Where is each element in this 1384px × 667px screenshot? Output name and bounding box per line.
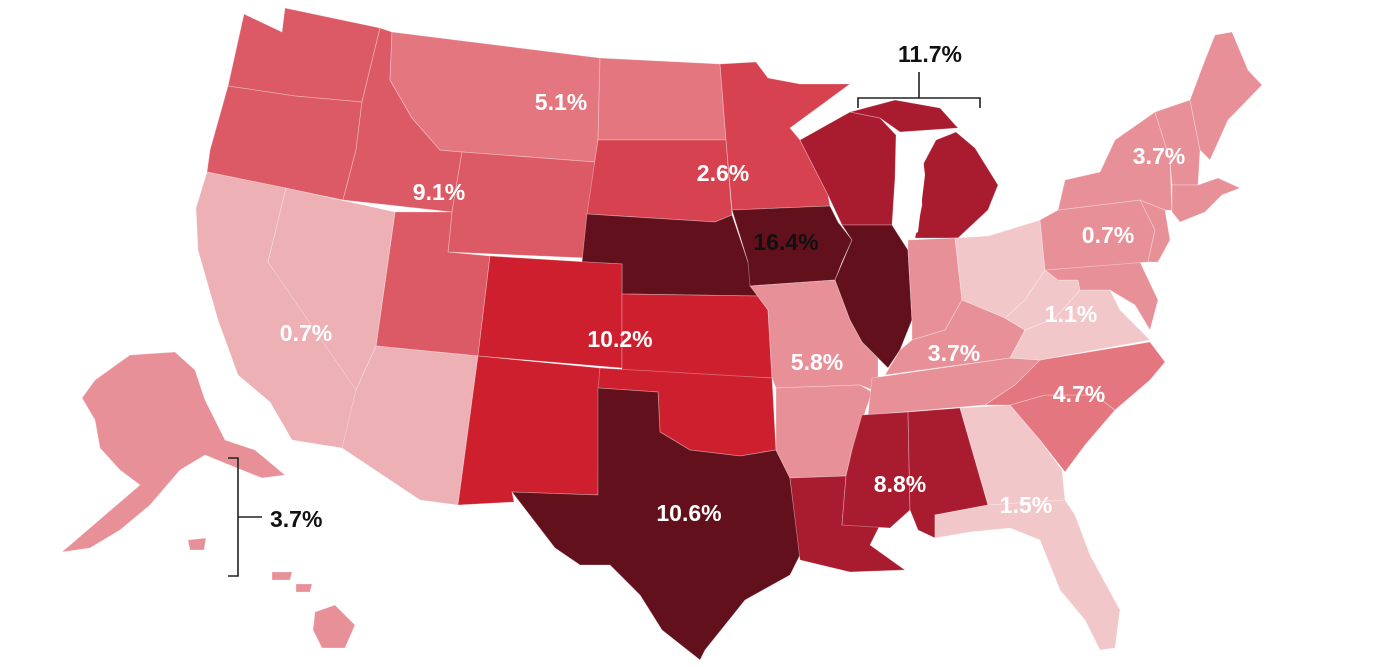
state-ma-ct-ri <box>1171 177 1242 223</box>
region-labels: 9.1% 5.1% 2.6% 16.4% 10.2% 0.7% 10.6% 5.… <box>270 41 1185 532</box>
label-carolinas: 4.7% <box>1053 381 1105 407</box>
great-lakes-bracket <box>857 72 981 108</box>
state-fl <box>934 499 1121 651</box>
label-missouri-arkansas: 5.8% <box>791 349 843 375</box>
label-colorado-kansas: 10.2% <box>587 326 652 352</box>
state-md-de <box>1043 261 1159 332</box>
label-georgia-florida: 1.5% <box>1000 492 1052 518</box>
label-kentucky-tennessee: 3.7% <box>928 340 980 366</box>
state-mi-upper <box>849 99 959 133</box>
label-alaska-hawaii: 3.7% <box>270 506 322 532</box>
label-dakotas-minnesota: 2.6% <box>697 160 749 186</box>
state-nd <box>597 57 727 141</box>
state-ak <box>60 351 286 553</box>
state-hi <box>312 604 356 649</box>
label-mississippi-alabama: 8.8% <box>874 471 926 497</box>
label-pennsylvania-nj: 0.7% <box>1082 222 1134 248</box>
state-ms <box>841 411 911 529</box>
state-wa <box>227 7 381 103</box>
state-ny <box>1057 111 1206 223</box>
state-shapes <box>60 7 1263 661</box>
label-great-lakes: 11.7% <box>898 41 962 67</box>
label-northern-plains: 5.1% <box>535 89 587 115</box>
state-nc <box>983 341 1166 411</box>
label-texas: 10.6% <box>656 500 721 526</box>
label-virginias: 1.1% <box>1045 301 1097 327</box>
lake-erie-gap <box>988 210 1040 236</box>
state-mi-lower <box>914 131 999 239</box>
state-tx <box>511 387 801 661</box>
ak-hi-bracket <box>228 457 262 577</box>
state-hi-islands <box>187 537 313 593</box>
great-lakes <box>900 132 1040 240</box>
state-ia <box>731 205 853 287</box>
label-northwest: 9.1% <box>413 179 465 205</box>
label-california-nevada: 0.7% <box>280 320 332 346</box>
state-wy <box>447 151 596 259</box>
state-me <box>1189 31 1263 161</box>
lake-michigan <box>900 132 925 240</box>
label-new-england: 3.7% <box>1133 143 1185 169</box>
state-il <box>834 224 913 369</box>
label-nebraska-iowa: 16.4% <box>753 229 818 255</box>
state-mn <box>719 61 852 211</box>
state-nm <box>457 355 601 506</box>
